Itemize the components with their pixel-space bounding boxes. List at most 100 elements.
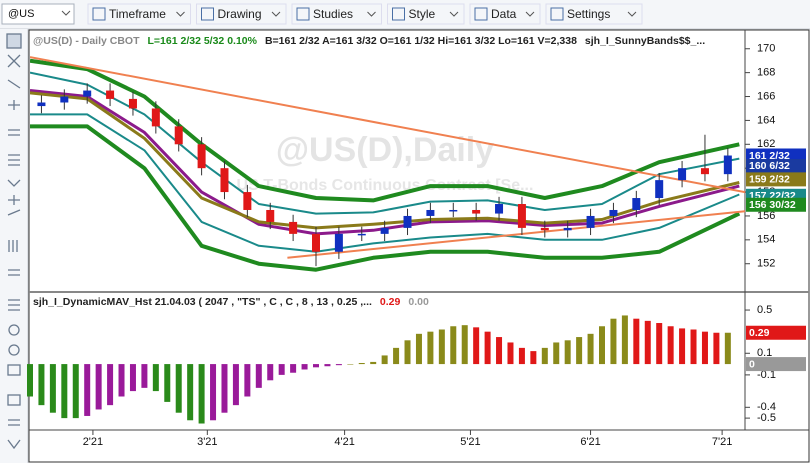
candle-body: [243, 192, 252, 210]
y-tick-label: -0.4: [757, 401, 776, 413]
histogram-bar: [210, 364, 217, 421]
candle-body: [540, 227, 549, 231]
tool-icon[interactable]: [6, 33, 22, 49]
study-header: @US(D) - Daily CBOT: [33, 35, 140, 47]
watermark: @US(D),Daily: [276, 131, 494, 169]
histogram-bar: [61, 364, 68, 419]
last-value-box: [746, 325, 806, 340]
tool-icon[interactable]: [7, 419, 21, 450]
menu-icon: [474, 7, 488, 21]
histogram-bar: [633, 318, 640, 365]
tool-icons: [6, 33, 22, 450]
menu-label: Settings: [567, 7, 610, 21]
x-tick-label: 6'21: [580, 436, 600, 448]
histogram-bar: [38, 364, 45, 406]
menu-icon: [92, 7, 106, 21]
band-line: [287, 210, 745, 259]
histogram-bar: [496, 337, 503, 365]
candle-body: [289, 221, 298, 234]
histogram-bar: [118, 364, 125, 397]
candle-body: [563, 227, 572, 231]
candle-body: [334, 233, 343, 252]
menu-button[interactable]: [291, 3, 382, 25]
histogram-bar: [164, 364, 171, 402]
candle-body: [151, 108, 160, 127]
last-value-box: [746, 158, 806, 173]
histogram-bar: [461, 325, 468, 365]
histogram-bar: [679, 328, 686, 365]
last-value-label: 161 2/32: [749, 150, 790, 162]
chart-frame: [28, 29, 810, 463]
histogram-bar: [427, 331, 434, 365]
menu-dropdown: [271, 11, 281, 17]
candle-body: [312, 233, 320, 252]
histogram-bar: [198, 364, 205, 424]
histogram-bar: [484, 331, 491, 365]
histogram-bar: [313, 364, 319, 368]
histogram-bar: [621, 315, 628, 365]
menu-icon: [296, 7, 310, 21]
histogram-bar: [610, 318, 617, 365]
band-line: [30, 56, 745, 194]
tool-icon[interactable]: [7, 364, 21, 376]
menu-dropdown: [525, 11, 535, 17]
study-header: sjh_I_DynamicMAV_Hst 21.04.03 ( 2047 , "…: [33, 296, 372, 308]
histogram-bar: [278, 364, 285, 375]
histogram-bar: [701, 331, 708, 365]
candle-body: [197, 144, 206, 169]
histogram-bar: [724, 332, 731, 365]
menu-button[interactable]: [87, 3, 191, 25]
candle-body: [472, 209, 481, 214]
candle-body: [517, 204, 526, 228]
menu-button[interactable]: [196, 3, 287, 25]
candle-body: [700, 168, 709, 175]
tool-icon[interactable]: [7, 394, 21, 406]
y-tick-label: -0.1: [757, 369, 776, 381]
histogram-bar: [381, 355, 388, 365]
symbol-dropdown: [61, 10, 71, 16]
candle-body: [174, 126, 183, 145]
tool-icon[interactable]: [8, 344, 20, 356]
menu-label: Studies: [313, 7, 353, 21]
histogram-bar: [244, 364, 251, 397]
menu-label: Drawing: [218, 7, 262, 21]
candle-body: [220, 168, 229, 193]
tool-icon[interactable]: [7, 54, 21, 311]
histogram-bar: [129, 364, 136, 392]
menu-button[interactable]: [545, 3, 643, 25]
x-tick-label: 4'21: [334, 436, 354, 448]
menu-button[interactable]: [387, 3, 465, 25]
histogram-bar: [507, 342, 514, 365]
candle-body: [678, 168, 687, 181]
y-tick-label: 164: [757, 114, 775, 126]
y-tick-label: 152: [757, 258, 775, 270]
tool-icon[interactable]: [8, 324, 20, 336]
menu-button[interactable]: [469, 3, 541, 25]
y-tick-label: 170: [757, 43, 775, 55]
candle-body: [723, 155, 732, 175]
histogram-bar: [438, 329, 445, 365]
y-tick-label: 168: [757, 67, 775, 79]
study-header: sjh_I_SunnyBands$$_...: [585, 35, 705, 47]
band-line: [30, 124, 741, 272]
symbol-box[interactable]: [1, 3, 75, 25]
histogram-bar: [255, 364, 262, 388]
candle-body: [60, 96, 69, 103]
histogram-bar: [393, 347, 400, 365]
histogram-bar: [541, 347, 548, 365]
candle-body: [449, 209, 458, 212]
last-value-label: 0.29: [749, 327, 770, 339]
histogram-bar: [415, 333, 422, 365]
menu-dropdown: [367, 11, 376, 17]
candle-body: [655, 180, 664, 199]
histogram-bar: [141, 364, 148, 388]
histogram-bar: [587, 333, 594, 365]
histogram-bar: [667, 326, 674, 365]
candle-body: [586, 215, 595, 228]
histogram-bar: [152, 364, 159, 392]
last-value-label: 160 6/32: [749, 160, 790, 172]
x-tick-label: 7'21: [712, 436, 732, 448]
histogram-bar: [221, 364, 228, 413]
histogram-bar: [576, 337, 583, 365]
last-value-label: 156 30/32: [749, 199, 796, 211]
